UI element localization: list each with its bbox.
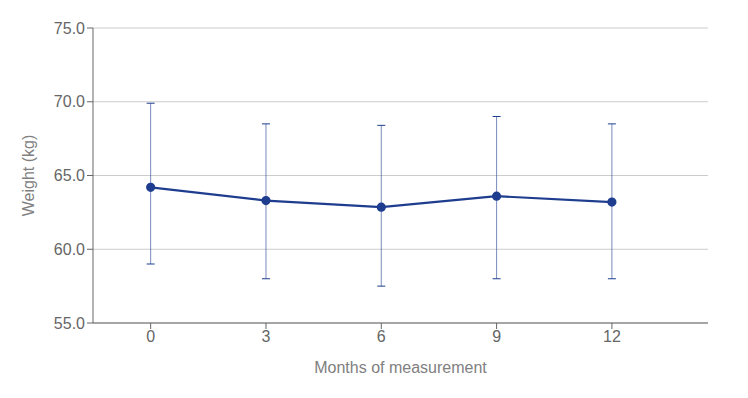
svg-text:6: 6	[377, 328, 386, 345]
svg-text:65.0: 65.0	[54, 167, 85, 184]
svg-text:3: 3	[262, 328, 271, 345]
svg-text:9: 9	[492, 328, 501, 345]
svg-text:12: 12	[603, 328, 621, 345]
svg-text:60.0: 60.0	[54, 241, 85, 258]
svg-text:Weight (kg): Weight (kg)	[20, 135, 37, 217]
svg-text:55.0: 55.0	[54, 315, 85, 332]
svg-text:75.0: 75.0	[54, 20, 85, 37]
svg-text:Months of measurement: Months of measurement	[314, 359, 487, 376]
svg-text:0: 0	[146, 328, 155, 345]
svg-text:70.0: 70.0	[54, 93, 85, 110]
